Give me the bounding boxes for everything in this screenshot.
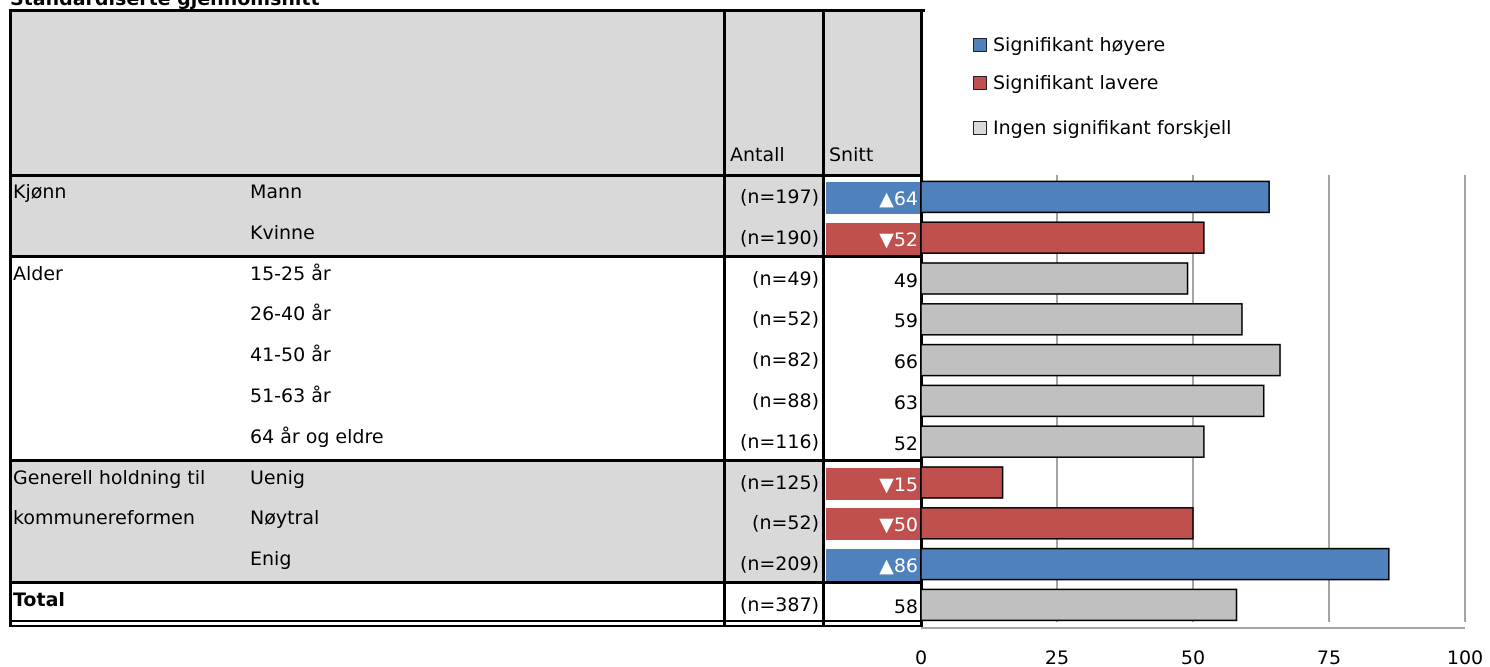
row-count: (n=88) [752, 390, 819, 412]
bar [920, 384, 1265, 418]
x-tick-label: 25 [1045, 647, 1069, 667]
bar [920, 466, 1004, 499]
row-snitt: ▲64 [826, 182, 920, 214]
header-snitt: Snitt [829, 144, 874, 166]
bar [920, 221, 1205, 254]
row-group-label: Kjønn [13, 181, 67, 203]
row-count: (n=116) [739, 430, 819, 453]
row-snitt: ▲86 [826, 549, 920, 582]
x-tick-label: 75 [1317, 647, 1341, 667]
bar [920, 507, 1194, 540]
row-group-label: Generell holdning til [13, 466, 206, 489]
row-snitt: 52 [893, 432, 918, 455]
row-bg-kjonn [10, 175, 725, 255]
bar [920, 343, 1281, 377]
row-label: 51-63 år [250, 385, 331, 407]
table-top-border [9, 9, 925, 12]
header-bottom-border [9, 174, 923, 177]
table-bottom-border-2 [9, 625, 923, 627]
row-count: (n=387) [739, 594, 819, 616]
header-antall: Antall [730, 144, 785, 166]
row-bg-holdning-count [726, 461, 823, 581]
table-left-border [9, 9, 12, 627]
legend-swatch-lower [973, 76, 987, 90]
row-count: (n=49) [752, 267, 819, 290]
row-label: Mann [250, 181, 303, 203]
table-header-bg [10, 10, 923, 174]
legend-item-lower: Signifikant lavere [973, 68, 1158, 98]
row-label: Nøytral [250, 507, 320, 530]
group-border-holdning [9, 459, 923, 462]
row-label: Enig [250, 548, 292, 571]
row-label: 15-25 år [250, 262, 331, 285]
row-bg-holdning [10, 461, 725, 581]
bar [920, 303, 1243, 336]
row-label: Uenig [250, 466, 305, 489]
bar [920, 547, 1390, 581]
row-count: (n=190) [739, 226, 819, 249]
row-snitt: ▼50 [826, 508, 920, 541]
row-count: (n=82) [752, 349, 819, 372]
table-bottom-border-1 [9, 620, 923, 622]
page-title: Standardiserte gjennomsnitt [10, 0, 320, 10]
row-count: (n=125) [739, 471, 819, 494]
x-tick-label: 50 [1181, 647, 1205, 667]
row-count: (n=52) [752, 512, 819, 535]
x-tick-label: 100 [1447, 647, 1483, 667]
row-count: (n=209) [739, 553, 819, 576]
col-border-snitt [822, 9, 825, 627]
legend-item-higher: Signifikant høyere [973, 30, 1165, 60]
row-snitt: 58 [893, 596, 918, 618]
legend-swatch-higher [973, 38, 987, 52]
legend-swatch-none [973, 121, 987, 135]
row-snitt: ▼52 [826, 222, 920, 255]
row-snitt: 59 [893, 310, 918, 333]
legend-label-lower: Signifikant lavere [993, 72, 1159, 94]
col-border-antall [723, 9, 726, 627]
bar [920, 425, 1205, 458]
row-group-label: Alder [13, 262, 63, 285]
x-tick-label: 0 [915, 647, 927, 667]
bar [920, 262, 1189, 295]
row-bg-kjonn-count [726, 175, 823, 255]
row-label: Kvinne [250, 221, 315, 244]
group-border-total [9, 581, 923, 584]
row-snitt: 63 [893, 392, 918, 414]
legend-label-none: Ingen signifikant forskjell [993, 117, 1232, 139]
row-group-label: Total [13, 589, 65, 611]
group-border-alder [9, 255, 923, 258]
row-label: 64 år og eldre [250, 425, 384, 448]
row-snitt: ▼15 [826, 467, 920, 500]
row-label: 26-40 år [250, 303, 331, 326]
legend-item-none: Ingen signifikant forskjell [973, 113, 1231, 143]
bar [920, 180, 1270, 214]
row-snitt: 49 [893, 269, 918, 292]
row-snitt: 66 [893, 351, 918, 374]
row-count: (n=197) [739, 186, 819, 208]
row-group-label: kommunereformen [13, 507, 195, 530]
row-label: 41-50 år [250, 344, 331, 367]
row-count: (n=52) [752, 308, 819, 331]
bar [920, 588, 1238, 622]
legend-label-higher: Signifikant høyere [993, 34, 1166, 56]
